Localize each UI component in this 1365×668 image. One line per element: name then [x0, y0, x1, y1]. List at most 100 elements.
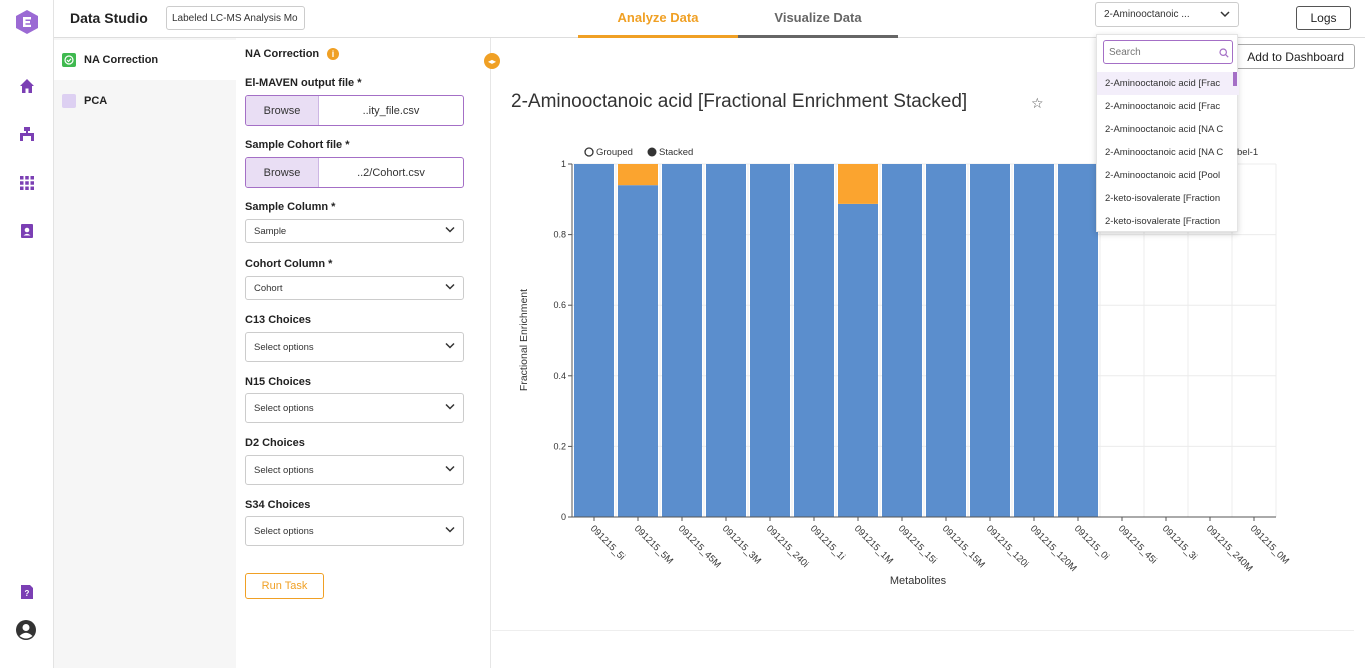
chevron-down-icon [444, 281, 456, 296]
dropdown-options: 2-Aminooctanoic acid [Frac 2-Aminooctano… [1097, 72, 1239, 233]
cohort-column-select[interactable]: Cohort [245, 276, 464, 300]
overflow-label-text: bel-1 [1237, 147, 1259, 158]
help-icon[interactable]: ? [17, 582, 37, 602]
info-icon[interactable]: i [327, 48, 339, 60]
x-tick-label: 091215_240i [764, 523, 811, 570]
bar-segment-secondary [618, 164, 658, 186]
bar-segment-primary [838, 203, 878, 517]
chevron-down-icon [444, 463, 456, 478]
sidebar-item-label: PCA [84, 95, 108, 107]
elmaven-browse-button[interactable]: Browse [246, 96, 319, 125]
plot-select-value: 2-Aminooctanoic ... [1104, 9, 1190, 20]
c13-choices-select[interactable]: Select options [245, 332, 464, 362]
bar-segment-primary [706, 164, 746, 517]
dropdown-option[interactable]: 2-Aminooctanoic acid [Frac [1105, 101, 1221, 112]
project-name-input[interactable] [166, 6, 305, 30]
home-icon[interactable] [17, 76, 37, 96]
bar-segment-primary [750, 164, 790, 517]
dropdown-option[interactable]: 2-keto-isovalerate [Fraction [1105, 216, 1221, 227]
y-tick-label: 0.2 [553, 441, 566, 451]
elmaven-file-name: ..ity_file.csv [362, 104, 420, 117]
bar-segment-primary [882, 164, 922, 517]
chevron-down-icon [444, 401, 456, 416]
chevron-down-icon [444, 224, 456, 239]
y-tick-label: 0 [561, 512, 566, 522]
x-tick-label: 091215_240M [1204, 523, 1255, 574]
grid-icon[interactable] [17, 173, 37, 193]
star-icon[interactable]: ☆ [1031, 95, 1044, 111]
dropdown-search-input[interactable] [1103, 40, 1233, 64]
bar-segment-secondary [838, 164, 878, 204]
bar-segment-primary [926, 164, 966, 517]
x-tick-label: 091215_5i [588, 523, 627, 562]
add-to-dashboard-button[interactable]: Add to Dashboard [1228, 44, 1355, 69]
dropdown-option[interactable]: 2-Aminooctanoic acid [Frac [1097, 72, 1239, 95]
x-tick-label: 091215_120i [984, 523, 1031, 570]
sample-column-value: Sample [254, 226, 287, 237]
y-tick-label: 0.8 [553, 230, 566, 240]
run-task-button[interactable]: Run Task [245, 573, 324, 599]
y-tick-label: 0.4 [553, 371, 566, 381]
bar-segment-primary [662, 164, 702, 517]
brand-title: Data Studio [70, 10, 148, 26]
x-tick-label: 091215_15i [896, 523, 939, 566]
contacts-icon[interactable] [17, 221, 37, 241]
sample-column-select[interactable]: Sample [245, 219, 464, 243]
elmaven-file-picker[interactable]: Browse ..ity_file.csv [245, 95, 464, 126]
cohort-column-label: Cohort Column * [245, 258, 333, 270]
chevron-down-icon [444, 340, 456, 355]
bar-segment-primary [970, 164, 1010, 517]
x-tick-label: 091215_5M [632, 523, 675, 566]
y-tick-label: 0.6 [553, 300, 566, 310]
c13-placeholder: Select options [254, 342, 314, 353]
cohort-file-picker[interactable]: Browse ..2/Cohort.csv [245, 157, 464, 188]
bar-segment-primary [1014, 164, 1054, 517]
legend: Grouped Stacked [584, 147, 694, 158]
dropdown-option[interactable]: 2-Aminooctanoic acid [NA C [1105, 124, 1224, 135]
d2-choices-label: D2 Choices [245, 437, 305, 449]
tab-visualize-data[interactable]: Visualize Data [738, 0, 898, 38]
bar-segment-primary [618, 185, 658, 517]
dropdown-scrollbar[interactable] [1233, 72, 1237, 86]
plot-dropdown-panel: 2-Aminooctanoic acid [Frac 2-Aminooctano… [1096, 34, 1239, 233]
x-tick-label: 091215_0M [1248, 523, 1291, 566]
checkbox-checked-icon [62, 53, 76, 67]
checkbox-unchecked-icon [62, 94, 76, 108]
chart-title: 2-Aminooctanoic acid [Fractional Enrichm… [511, 91, 968, 112]
legend-radio-stacked [647, 147, 657, 157]
svg-text:?: ? [25, 589, 30, 598]
sidebar-item-na-correction[interactable]: NA Correction [54, 40, 236, 80]
tab-analyze-data[interactable]: Analyze Data [578, 0, 738, 38]
logs-button[interactable]: Logs [1296, 6, 1351, 30]
s34-choices-select[interactable]: Select options [245, 516, 464, 546]
collapse-panel-icon[interactable]: ◂▸ [484, 53, 500, 69]
x-tick-label: 091215_120M [1028, 523, 1079, 574]
cohort-browse-button[interactable]: Browse [246, 158, 319, 187]
bar-segment-primary [574, 164, 614, 517]
workflow-icon[interactable] [17, 124, 37, 144]
x-tick-label: 091215_0i [1072, 523, 1111, 562]
d2-choices-select[interactable]: Select options [245, 455, 464, 485]
sidebar-item-pca[interactable]: PCA [54, 81, 236, 121]
app-logo-icon[interactable] [16, 10, 38, 34]
elmaven-file-label: El-MAVEN output file * [245, 77, 362, 89]
legend-label-grouped: Grouped [596, 147, 633, 158]
legend-radio-grouped [584, 147, 594, 157]
user-icon[interactable] [15, 619, 37, 641]
n15-placeholder: Select options [254, 403, 314, 414]
dropdown-option[interactable]: 2-Aminooctanoic acid [NA C [1105, 147, 1224, 158]
n15-choices-label: N15 Choices [245, 376, 312, 388]
legend-item-grouped[interactable]: Grouped [584, 147, 633, 158]
sidebar-item-label: NA Correction [84, 54, 159, 66]
legend-item-stacked[interactable]: Stacked [647, 147, 694, 158]
n15-choices-select[interactable]: Select options [245, 393, 464, 423]
x-tick-label: 091215_45M [676, 523, 723, 570]
d2-placeholder: Select options [254, 465, 314, 476]
dropdown-option[interactable]: 2-Aminooctanoic acid [Pool [1105, 170, 1221, 181]
sample-column-label: Sample Column * [245, 201, 336, 213]
plot-select[interactable]: 2-Aminooctanoic ... [1095, 2, 1239, 27]
x-tick-label: 091215_3i [1160, 523, 1199, 562]
dropdown-option[interactable]: 2-keto-isovalerate [Fraction [1105, 193, 1221, 204]
